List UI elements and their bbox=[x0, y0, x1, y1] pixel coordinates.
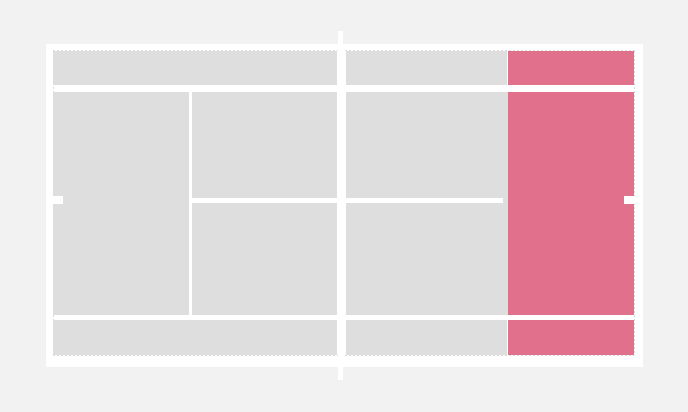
placeholder-block-header-accent bbox=[508, 51, 634, 85]
placeholder-block-content-a bbox=[192, 92, 337, 198]
placeholder-block-footer-left bbox=[53, 320, 338, 355]
placeholder-block-footer-mid bbox=[345, 320, 507, 355]
column-gutter-marker-top bbox=[338, 31, 343, 51]
placeholder-block-content-d bbox=[345, 203, 503, 315]
placeholder-block-aside-strip bbox=[503, 92, 512, 315]
guide-line-bottom bbox=[53, 355, 635, 356]
placeholder-block-header-left bbox=[53, 51, 338, 85]
placeholder-block-header-mid bbox=[345, 51, 507, 85]
row-gutter-notch-left bbox=[53, 196, 63, 204]
placeholder-block-footer-accent bbox=[508, 320, 634, 355]
placeholder-block-content-c bbox=[192, 203, 337, 315]
row-gutter-notch-right bbox=[624, 196, 635, 204]
column-gutter-marker bbox=[337, 51, 346, 355]
placeholder-block-aside-accent bbox=[508, 92, 634, 315]
placeholder-block-content-b bbox=[345, 92, 503, 198]
placeholder-block-side-rail bbox=[53, 92, 189, 315]
column-gutter-marker-bottom bbox=[338, 355, 343, 380]
guide-line-top bbox=[53, 50, 635, 51]
